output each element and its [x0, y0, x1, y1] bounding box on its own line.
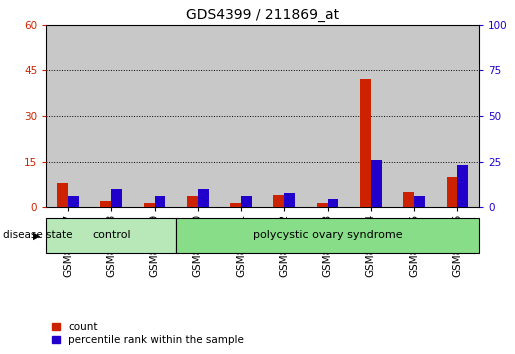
- Bar: [57, 183, 68, 207]
- Bar: [273, 195, 284, 207]
- Bar: [403, 192, 414, 207]
- Bar: [176, 25, 219, 207]
- Bar: [241, 196, 252, 207]
- Bar: [68, 196, 79, 207]
- Bar: [328, 200, 338, 207]
- Bar: [414, 196, 425, 207]
- Bar: [317, 202, 328, 207]
- Text: ▶: ▶: [33, 230, 41, 240]
- Bar: [230, 202, 241, 207]
- Bar: [46, 25, 90, 207]
- Bar: [176, 218, 479, 253]
- Bar: [457, 165, 468, 207]
- Bar: [371, 160, 382, 207]
- Bar: [90, 25, 133, 207]
- Bar: [100, 201, 111, 207]
- Bar: [144, 202, 154, 207]
- Bar: [436, 25, 479, 207]
- Legend: count, percentile rank within the sample: count, percentile rank within the sample: [52, 322, 244, 345]
- Bar: [198, 189, 209, 207]
- Bar: [187, 196, 198, 207]
- Bar: [133, 25, 176, 207]
- Bar: [46, 218, 176, 253]
- Bar: [154, 196, 165, 207]
- Bar: [360, 80, 371, 207]
- Bar: [306, 25, 349, 207]
- Text: polycystic ovary syndrome: polycystic ovary syndrome: [253, 230, 402, 240]
- Bar: [447, 177, 457, 207]
- Bar: [111, 189, 122, 207]
- Bar: [392, 25, 436, 207]
- Text: control: control: [92, 230, 131, 240]
- Title: GDS4399 / 211869_at: GDS4399 / 211869_at: [186, 8, 339, 22]
- Bar: [284, 193, 295, 207]
- Text: disease state: disease state: [3, 230, 72, 240]
- Bar: [263, 25, 306, 207]
- Bar: [219, 25, 263, 207]
- Bar: [349, 25, 392, 207]
